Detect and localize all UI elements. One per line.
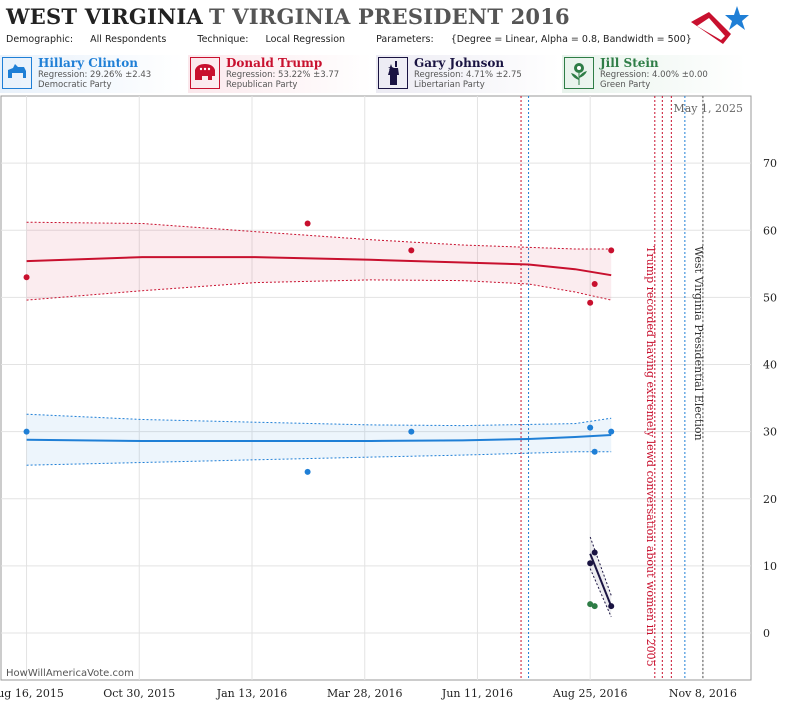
legend-item-johnson: Gary Johnson Regression: 4.71% ±2.75 Lib… <box>376 55 560 93</box>
data-point <box>23 274 30 281</box>
y-tick-label: 0 <box>763 627 770 640</box>
data-point <box>587 424 594 431</box>
data-point <box>587 560 594 567</box>
y-tick-label: 60 <box>763 224 777 237</box>
y-tick-label: 30 <box>763 426 777 439</box>
confidence-band <box>590 537 612 617</box>
data-point <box>608 428 615 435</box>
legend-item-trump: Donald Trump Regression: 53.22% ±3.77 Re… <box>188 55 372 93</box>
x-tick-label: Nov 8, 2016 <box>669 687 737 700</box>
candidate-legend: Hillary Clinton Regression: 29.26% ±2.43… <box>0 55 789 93</box>
data-point <box>591 448 598 455</box>
event-label: West Virginia Presidential Election <box>692 246 705 441</box>
data-point <box>587 299 594 306</box>
site-logo-icon <box>691 6 749 44</box>
data-point <box>591 549 598 556</box>
candidate-name: Donald Trump <box>226 56 323 70</box>
trend-line <box>589 553 613 607</box>
lower-bound-line <box>589 568 612 618</box>
candidate-name: Jill Stein <box>600 56 659 70</box>
trend-line <box>26 434 612 442</box>
x-tick-label: Aug 25, 2016 <box>552 687 628 700</box>
parameters-line: Demographic: All Respondents Technique: … <box>6 34 720 45</box>
event-label: Trump recorded having extremely lewd con… <box>644 246 657 667</box>
data-point <box>23 428 30 435</box>
date-stamp: May 1, 2025 <box>673 102 743 115</box>
legend-item-stein: Jill Stein Regression: 4.00% ±0.00 Green… <box>562 55 746 93</box>
candidate-regression: Regression: 4.00% ±0.00 <box>600 70 708 80</box>
data-point <box>587 601 594 608</box>
x-tick-label: Oct 30, 2015 <box>103 687 175 700</box>
candidate-party: Democratic Party <box>38 80 112 90</box>
x-tick-label: Mar 28, 2016 <box>327 687 403 700</box>
y-tick-label: 70 <box>763 157 777 170</box>
candidate-party: Republican Party <box>226 80 298 90</box>
x-tick-label: Aug 16, 2015 <box>0 687 64 700</box>
confidence-band <box>26 222 612 301</box>
candidate-regression: Regression: 29.26% ±2.43 <box>38 70 152 80</box>
data-point <box>304 220 311 227</box>
y-tick-label: 10 <box>763 560 777 573</box>
chart-title: WEST VIRGINIA T VIRGINIA PRESIDENT 2016 <box>6 4 570 29</box>
candidate-party: Libertarian Party <box>414 80 485 90</box>
y-tick-label: 20 <box>763 493 777 506</box>
x-tick-label: Jun 11, 2016 <box>441 687 513 700</box>
race-subtitle: T VIRGINIA PRESIDENT 2016 <box>208 4 570 29</box>
candidate-name: Hillary Clinton <box>38 56 138 70</box>
confidence-band <box>26 414 612 466</box>
data-point <box>591 603 598 610</box>
donkey-icon <box>2 57 32 89</box>
site-credit: HowWillAmericaVote.com <box>6 668 134 679</box>
flower-icon <box>564 57 594 89</box>
state-title: WEST VIRGINIA <box>6 4 203 29</box>
data-point <box>408 247 415 254</box>
data-point <box>608 603 615 610</box>
y-tick-label: 50 <box>763 291 777 304</box>
trend-line <box>26 256 612 277</box>
candidate-name: Gary Johnson <box>414 56 505 70</box>
data-point <box>608 247 615 254</box>
plot-area <box>0 95 752 681</box>
x-tick-label: Jan 13, 2016 <box>216 687 288 700</box>
data-point <box>591 280 598 287</box>
technique: Technique: Local Regression <box>197 34 346 45</box>
candidate-party: Green Party <box>600 80 651 90</box>
legend-item-clinton: Hillary Clinton Regression: 29.26% ±2.43… <box>0 55 184 93</box>
statue-of-liberty-icon <box>378 57 408 89</box>
candidate-regression: Regression: 4.71% ±2.75 <box>414 70 522 80</box>
lower-bound-line <box>26 451 612 466</box>
candidate-regression: Regression: 53.22% ±3.77 <box>226 70 340 80</box>
upper-bound-line <box>26 413 612 427</box>
elephant-icon <box>190 57 220 89</box>
upper-bound-line <box>26 221 612 250</box>
data-point <box>408 428 415 435</box>
demographic: Demographic: All Respondents <box>6 34 167 45</box>
data-point <box>304 468 311 475</box>
parameters: Parameters: {Degree = Linear, Alpha = 0.… <box>376 34 692 45</box>
y-tick-label: 40 <box>763 359 777 372</box>
